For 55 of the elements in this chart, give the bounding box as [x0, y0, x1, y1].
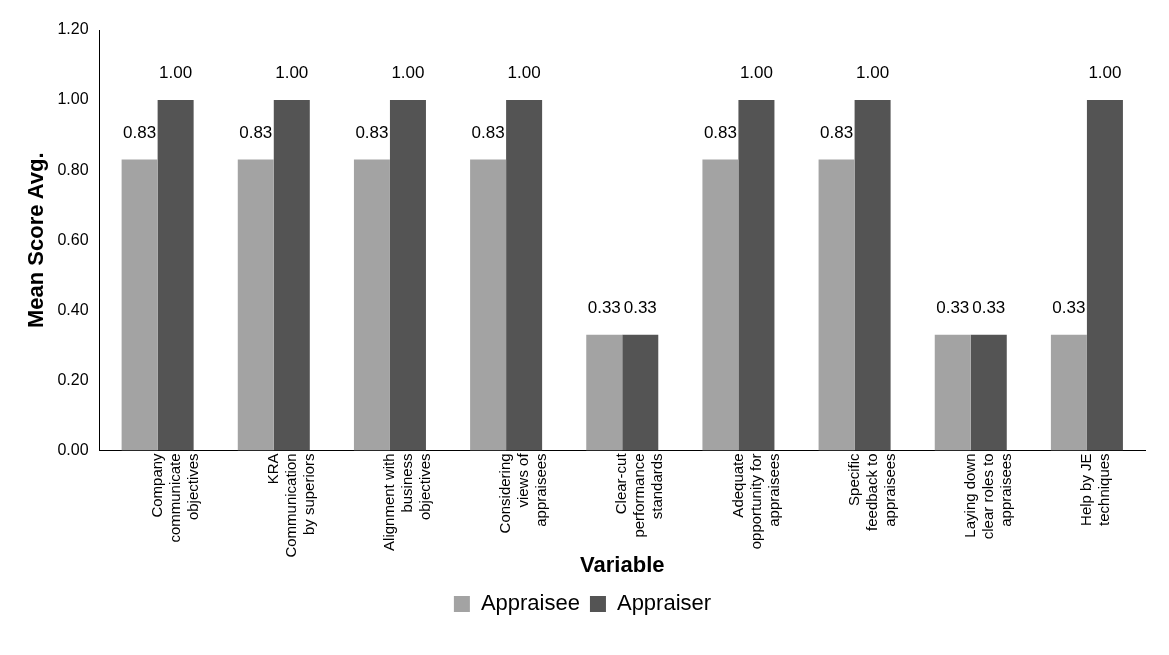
- data-label: 1.00: [507, 63, 541, 83]
- bar: [622, 334, 659, 451]
- data-label: 1.00: [159, 63, 193, 83]
- data-label: 0.83: [820, 122, 854, 142]
- x-tick-label: Considering views of appraisees: [496, 452, 550, 534]
- x-tick-label: Specific feedback to appraisees: [844, 452, 898, 531]
- data-label: 0.33: [623, 297, 657, 317]
- data-label: 1.00: [856, 63, 890, 83]
- y-axis-title: Mean Score Avg.: [23, 152, 49, 329]
- bar: [121, 159, 158, 451]
- data-label: 0.33: [1052, 297, 1086, 317]
- x-tick-label: Laying down clear roles to appraisees: [960, 453, 1014, 540]
- x-tick-label: Alignment with business objectives: [380, 453, 434, 551]
- bar: [353, 159, 390, 451]
- x-axis-title: Variable: [580, 551, 665, 577]
- bar: [738, 100, 775, 451]
- data-label: 1.00: [739, 63, 773, 83]
- bar: [934, 334, 971, 451]
- bar: [702, 159, 739, 451]
- bar: [506, 100, 543, 451]
- bar: [970, 334, 1007, 451]
- data-label: 0.33: [587, 297, 621, 317]
- x-tick-label: Clear-cut performance standards: [612, 452, 666, 538]
- data-label: 0.83: [355, 122, 389, 142]
- x-tick-label: Company communicate objectives: [147, 452, 201, 543]
- y-tick-label: 0.80: [57, 160, 89, 178]
- y-tick-label: 1.00: [57, 90, 89, 108]
- bar: [470, 159, 507, 451]
- data-label: 0.33: [936, 297, 970, 317]
- legend-label: Appraiser: [616, 590, 712, 616]
- data-label: 0.83: [703, 122, 737, 142]
- x-tick-label: Help by JE techniques: [1077, 453, 1113, 526]
- bar: [237, 159, 274, 451]
- data-label: 1.00: [1088, 63, 1122, 83]
- y-tick-label: 0.60: [57, 230, 89, 248]
- data-label: 0.83: [123, 122, 157, 142]
- data-label: 1.00: [391, 63, 425, 83]
- bar: [1086, 100, 1123, 451]
- bar: [157, 100, 194, 451]
- bar: [854, 100, 891, 451]
- bar: [389, 100, 426, 451]
- data-label: 0.83: [471, 122, 505, 142]
- y-tick-label: 0.20: [57, 370, 89, 388]
- bar: [818, 159, 855, 451]
- y-tick-label: 0.40: [57, 300, 89, 318]
- data-label: 0.83: [239, 122, 273, 142]
- legend-label: Appraisee: [480, 590, 580, 616]
- data-label: 1.00: [275, 63, 309, 83]
- y-tick-label: 0.00: [57, 440, 89, 458]
- bar: [586, 334, 623, 451]
- x-tick-label: Adequate opportunity for appraisees: [728, 453, 782, 550]
- y-tick-label: 1.20: [57, 20, 89, 38]
- bar: [1050, 334, 1087, 451]
- bar: [273, 100, 310, 451]
- data-label: 0.33: [972, 297, 1006, 317]
